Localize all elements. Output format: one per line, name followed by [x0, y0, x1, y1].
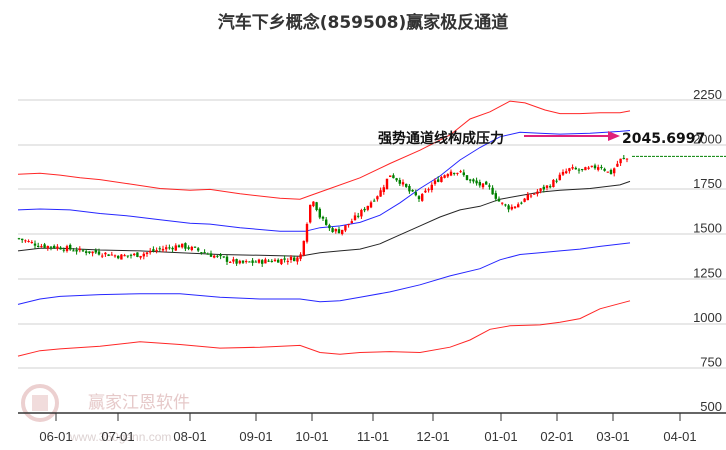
- y-axis: 500 750 1000 1250 1500 1750 2000 2250: [693, 87, 722, 414]
- x-tick-label: 04-01: [663, 429, 696, 444]
- seal-icon: [21, 384, 59, 422]
- y-tick-label: 500: [700, 399, 722, 414]
- x-tick-label: 08-01: [173, 429, 206, 444]
- arrow-head-icon: [608, 131, 620, 141]
- watermark-name: 赢家江恩软件: [88, 393, 190, 413]
- watermark: 赢家江恩软件 www.360gann.com: [21, 384, 190, 444]
- channel-lines: [17, 100, 726, 357]
- chart-title: 汽车下乡概念(859508)赢家极反通道: [217, 13, 509, 33]
- pressure-annotation: 强势通道线构成压力 2045.6997: [378, 130, 705, 147]
- x-tick-label: 02-01: [540, 429, 573, 444]
- x-tick-label: 12-01: [416, 429, 449, 444]
- y-tick-label: 1250: [693, 265, 722, 280]
- x-tick-label: 06-01: [39, 429, 72, 444]
- candlesticks: [17, 155, 629, 267]
- annotation-value: 2045.6997: [622, 131, 705, 147]
- x-tick-label: 01-01: [484, 429, 517, 444]
- x-tick-label: 07-01: [101, 429, 134, 444]
- x-tick-label: 11-01: [357, 429, 389, 444]
- y-tick-label: 750: [700, 354, 722, 369]
- y-tick-label: 2000: [693, 132, 722, 147]
- y-tick-label: 1750: [693, 176, 722, 191]
- seal-inner-icon: [32, 395, 48, 411]
- x-tick-label: 09-01: [239, 429, 272, 444]
- y-tick-label: 1500: [693, 221, 722, 236]
- y-tick-label: 1000: [693, 310, 722, 325]
- x-tick-label: 10-01: [295, 429, 328, 444]
- watermark-url: www.360gann.com: [69, 430, 171, 444]
- x-axis: 06-01 07-01 08-01 09-01 10-01 11-01 12-01 01-01…: [18, 412, 726, 444]
- annotation-label: 强势通道线构成压力: [378, 130, 504, 147]
- y-tick-label: 2250: [693, 87, 722, 102]
- gridlines: [18, 99, 726, 369]
- x-tick-label: 03-01: [596, 429, 629, 444]
